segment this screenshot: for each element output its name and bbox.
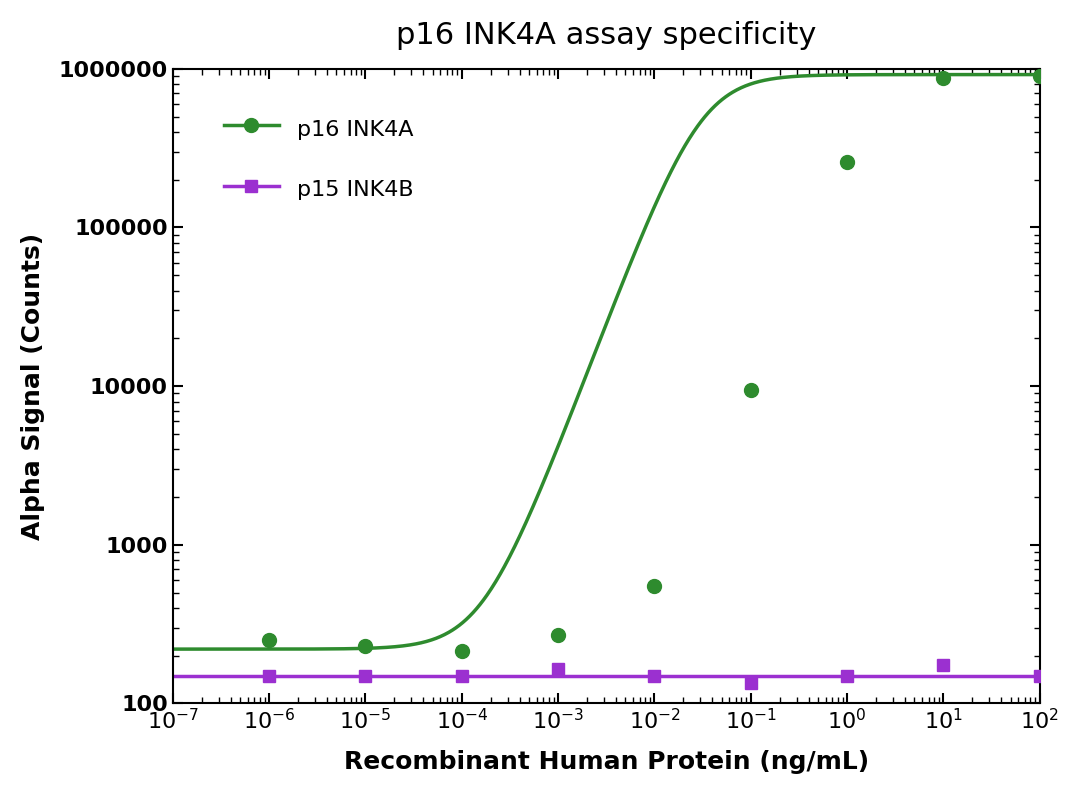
- Y-axis label: Alpha Signal (Counts): Alpha Signal (Counts): [21, 233, 45, 540]
- X-axis label: Recombinant Human Protein (ng/mL): Recombinant Human Protein (ng/mL): [343, 750, 869, 774]
- Title: p16 INK4A assay specificity: p16 INK4A assay specificity: [396, 21, 816, 50]
- Legend: p16 INK4A, p15 INK4B: p16 INK4A, p15 INK4B: [201, 93, 435, 225]
